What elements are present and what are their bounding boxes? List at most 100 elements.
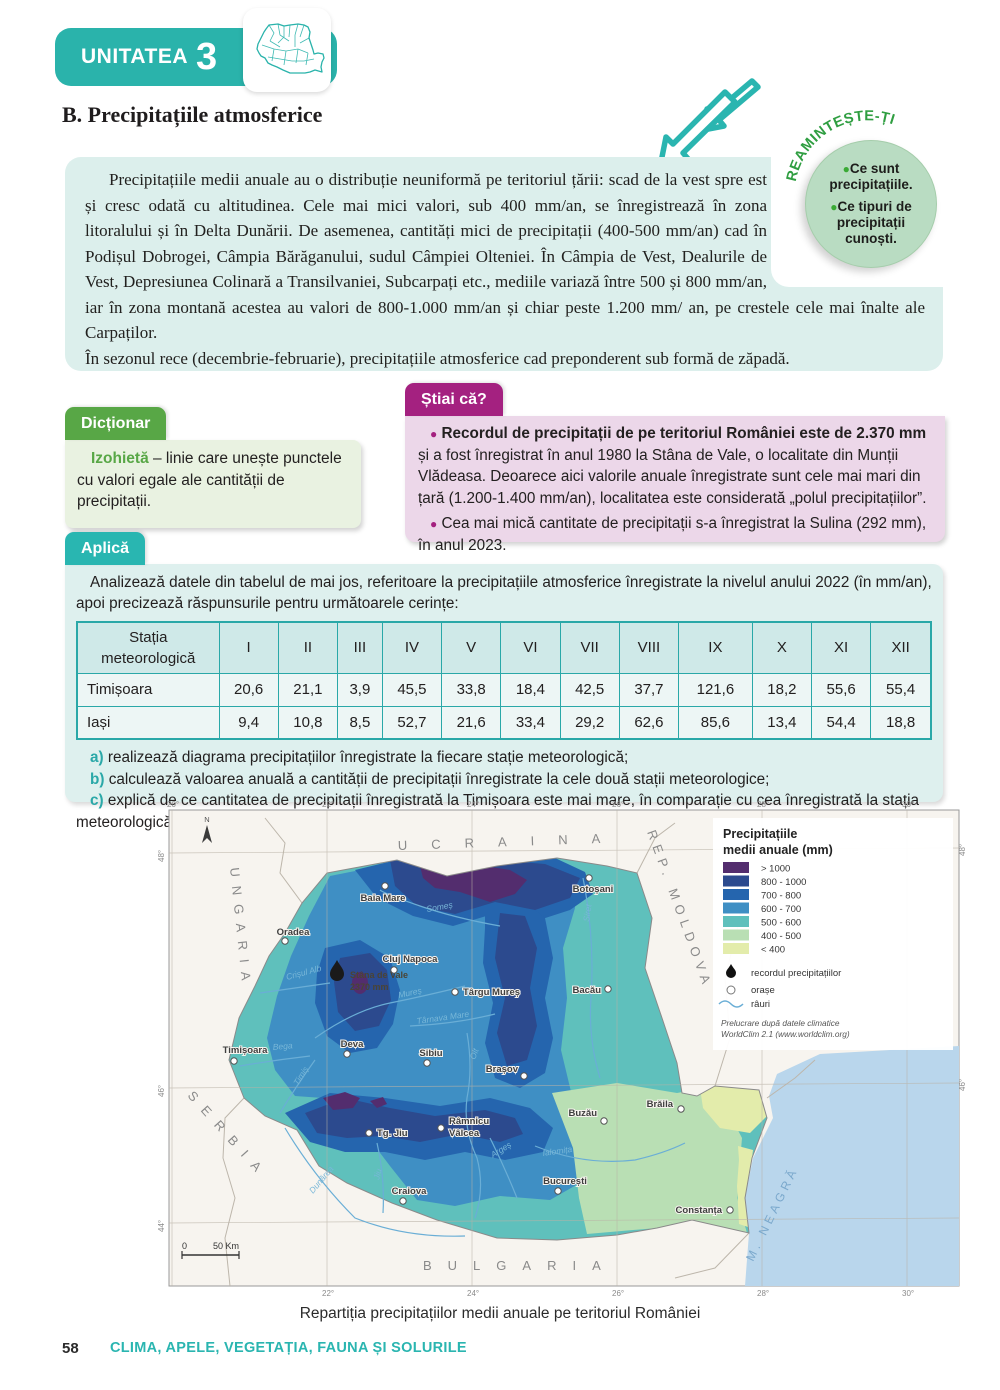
- svg-text:REAMINTEȘTE-ȚI: REAMINTEȘTE-ȚI: [784, 108, 897, 183]
- svg-text:22°: 22°: [322, 800, 334, 809]
- legend-swatch: [723, 862, 749, 873]
- table-header-cell: Stația meteorologică: [76, 621, 220, 674]
- remember-item: ●Ce tipuri de precipitații cunoști.: [830, 199, 912, 246]
- table-header-cell: VI: [500, 621, 561, 674]
- task-item-a: a) realizează diagrama precipitațiilor î…: [90, 749, 629, 767]
- legend-swatch: [723, 889, 749, 900]
- table-cell: 37,7: [618, 672, 680, 707]
- river-label: Someș: [426, 899, 455, 914]
- river-label: Jiu: [371, 1167, 384, 1181]
- table-cell: 18,4: [500, 672, 561, 707]
- table-cell: 42,5: [559, 672, 620, 707]
- legend-swatch: [723, 929, 749, 941]
- city-label: Timișoara: [223, 1045, 268, 1056]
- city-label: Botoșani: [573, 884, 614, 895]
- dictionary-body: Izohietă – linie care unește punctele cu…: [65, 440, 361, 528]
- table-header-cell: XI: [810, 621, 872, 674]
- table-cell: Iași: [76, 705, 220, 740]
- svg-text:50 Km: 50 Km: [213, 1241, 239, 1251]
- legend-range: 700 - 800: [761, 891, 801, 902]
- table-cell: 9,4: [218, 705, 279, 740]
- table-cell: 45,5: [381, 672, 443, 707]
- city-label: Cluj Napoca: [383, 954, 439, 965]
- map-caption: Repartiția precipitațiilor medii anuale …: [299, 1305, 701, 1322]
- table-header-cell: VIII: [618, 621, 680, 674]
- city-label: București: [543, 1176, 587, 1187]
- river-label: Mureș: [397, 985, 423, 1000]
- table-header-cell: IV: [381, 621, 443, 674]
- page-number: 58: [62, 1340, 79, 1357]
- svg-text:22°: 22°: [322, 1289, 334, 1298]
- svg-text:48°: 48°: [157, 850, 166, 862]
- didyouknow-item: ● Recordul de precipitații de pe teritor…: [418, 425, 927, 508]
- table-header-cell: XII: [870, 621, 932, 674]
- city-label: Bacău: [572, 985, 601, 996]
- remember-item: ●Ce sunt precipitațiile.: [829, 161, 913, 193]
- bullet-icon: ●: [842, 162, 850, 177]
- svg-text:24°: 24°: [467, 1289, 479, 1298]
- legend-source: WorldClim 2.1 (www.worldclim.org): [721, 1029, 850, 1039]
- svg-text:46°: 46°: [958, 1079, 967, 1091]
- svg-text:30°: 30°: [902, 800, 914, 809]
- table-row: Timișoara 20,6 21,1 3,9 45,5 33,8 18,4 4…: [76, 672, 932, 707]
- page-title: B. Precipitațiile atmosferice: [62, 102, 323, 127]
- legend-record-label: recordul precipitațiilor: [751, 968, 841, 979]
- romania-counties-icon: [243, 8, 331, 92]
- legend-swatch: [723, 875, 749, 887]
- svg-text:26°: 26°: [612, 1289, 624, 1298]
- svg-text:N: N: [204, 815, 209, 824]
- city-label: Râmnicu: [449, 1116, 489, 1127]
- svg-text:26°: 26°: [612, 800, 624, 809]
- unit-number: 3: [196, 36, 218, 78]
- svg-text:28°: 28°: [757, 800, 769, 809]
- table-header-cell: VII: [559, 621, 620, 674]
- legend-source: Prelucrare după datele climatice: [721, 1018, 840, 1028]
- table-cell: 62,6: [618, 705, 680, 740]
- table-cell: 85,6: [678, 705, 753, 740]
- legend-range: > 1000: [761, 864, 790, 875]
- legend-title: Precipitațiile: [723, 827, 797, 841]
- bullet-icon: ●: [430, 427, 438, 441]
- river-label: Olt: [467, 1046, 480, 1060]
- city-label: Buzău: [569, 1108, 598, 1119]
- table-cell: 21,6: [441, 705, 502, 740]
- legend-range: 600 - 700: [761, 904, 801, 915]
- svg-text:28°: 28°: [757, 1289, 769, 1298]
- table-cell: 33,4: [500, 705, 561, 740]
- unit-label: UNITATEA: [81, 45, 189, 68]
- table-cell: 29,2: [559, 705, 620, 740]
- north-arrow-icon: N: [202, 815, 212, 843]
- svg-text:0: 0: [182, 1241, 187, 1251]
- precipitation-map: Someș Mureș Târnava Mare Olt Bega Timiș …: [157, 800, 967, 1298]
- river-label: Ialomița: [542, 1144, 573, 1158]
- table-header-cell: III: [337, 621, 383, 674]
- table-cell: 54,4: [810, 705, 872, 740]
- footer-chapter: CLIMA, APELE, VEGETAȚIA, FAUNA ȘI SOLURI…: [110, 1340, 467, 1356]
- river-label: Siret: [581, 903, 593, 922]
- table-cell: 21,1: [277, 672, 339, 707]
- table-header-cell: IX: [678, 621, 753, 674]
- table-cell: 8,5: [337, 705, 383, 740]
- svg-text:48°: 48°: [958, 844, 967, 856]
- city-label: Baia Mare: [361, 893, 406, 904]
- city-label: Deva: [341, 1039, 364, 1050]
- remember-bubble: ●Ce sunt precipitațiile. ●Ce tipuri de p…: [805, 140, 937, 268]
- city-label: Constanța: [676, 1205, 723, 1216]
- legend-range: < 400: [761, 945, 785, 956]
- table-cell: 33,8: [441, 672, 502, 707]
- table-header-cell: I: [218, 621, 279, 674]
- remember-arc-title: REAMINTEȘTE-ȚI: [784, 108, 896, 183]
- city-markers: Baia Mare Oradea Cluj Napoca Târgu Mureș…: [222, 874, 734, 1217]
- river-symbol-icon: [718, 1000, 744, 1008]
- map-legend: Precipitațiile medii anuale (mm) > 1000 …: [713, 818, 953, 1050]
- bullet-icon: ●: [830, 200, 838, 215]
- legend-swatch: [723, 916, 749, 927]
- country-border: [228, 857, 768, 1241]
- black-sea: [745, 1046, 959, 1286]
- table-cell: 55,6: [810, 672, 872, 707]
- table-cell: 121,6: [678, 672, 753, 707]
- legend-range: 500 - 600: [761, 918, 801, 929]
- city-label: Sibiu: [419, 1048, 442, 1059]
- city-label: Oradea: [277, 927, 310, 938]
- neighbor-label: BULGARIA: [423, 1258, 617, 1273]
